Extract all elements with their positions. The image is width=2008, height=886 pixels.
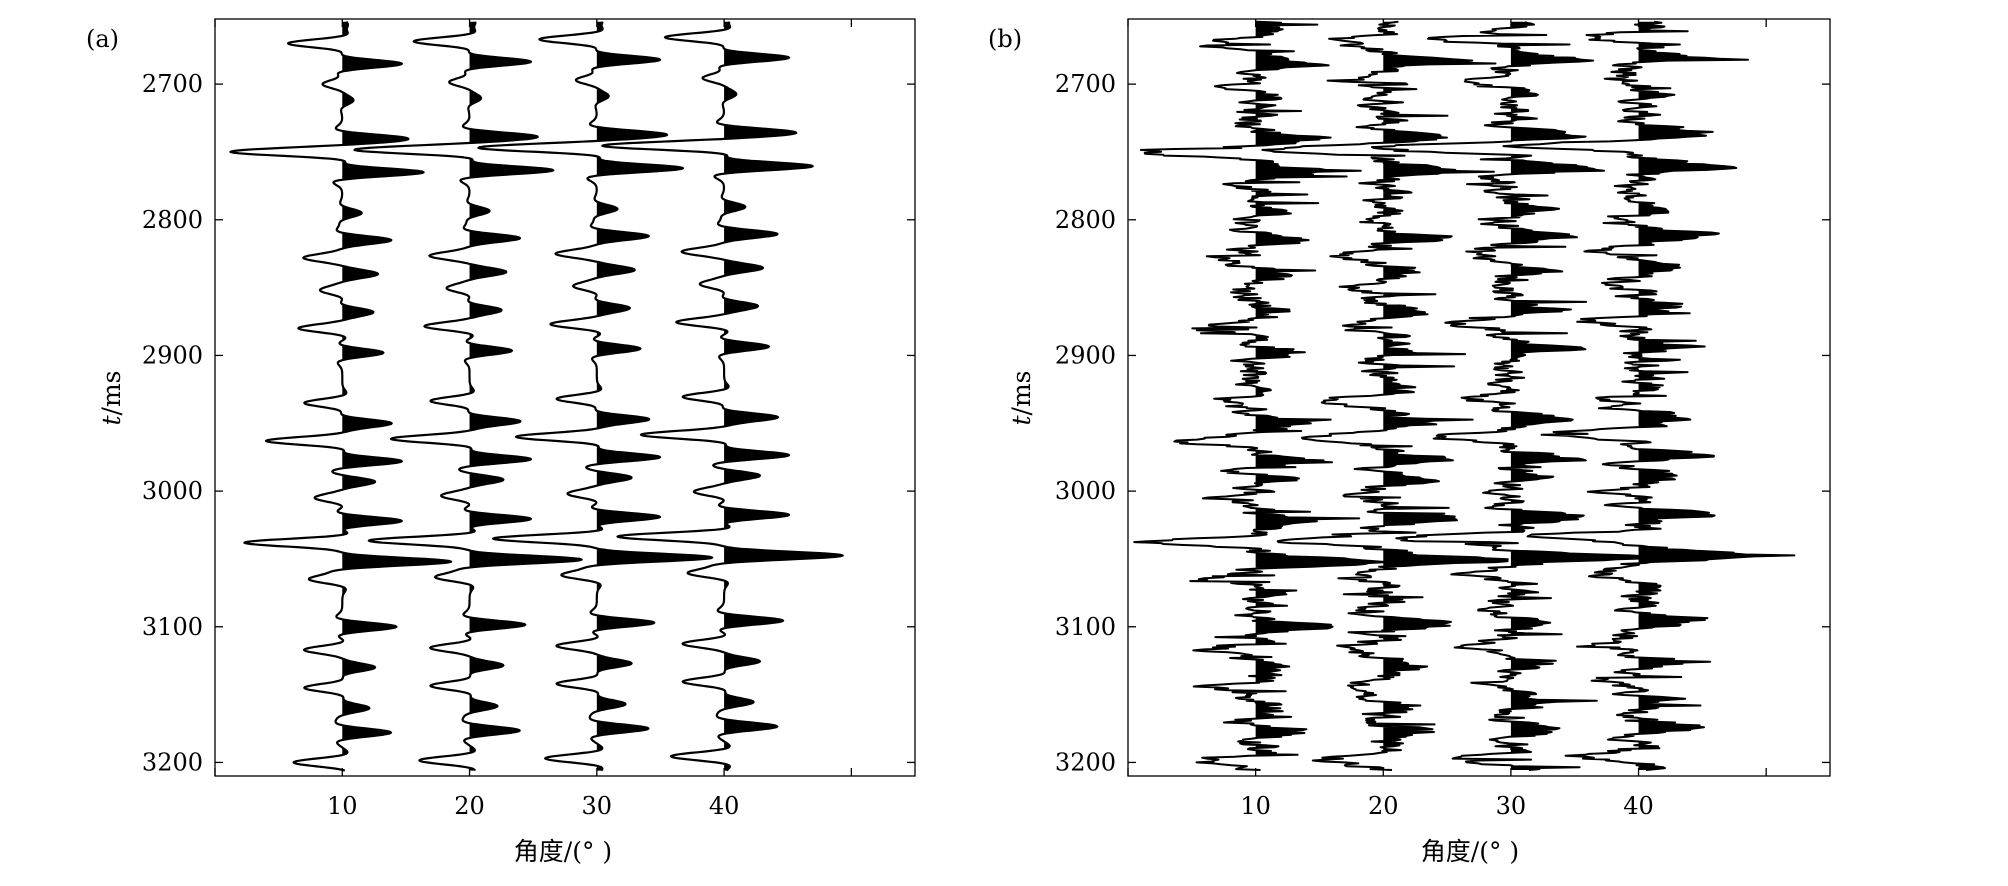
panel-a-label: (a) <box>86 25 119 53</box>
panel-a-ticks: 10 20 30 40 2700 2800 2900 3000 3100 3200 <box>142 19 915 820</box>
panel-a-ylabel-unit: /ms <box>97 370 126 415</box>
trace-line <box>353 21 583 772</box>
panel-a-ylabel-symbol: t <box>97 415 126 426</box>
y-tick-label: 2700 <box>1055 70 1116 98</box>
panel-a: (a) 10 20 30 40 2700 2800 2900 3000 3100 3200 角度/… <box>86 18 916 866</box>
trace-fill <box>1510 21 1652 771</box>
panel-a-traces <box>229 20 844 772</box>
x-tick-label: 10 <box>327 792 358 820</box>
x-tick-label: 40 <box>1623 792 1654 820</box>
y-tick-label: 3000 <box>142 477 203 505</box>
x-tick-label: 30 <box>1496 792 1527 820</box>
x-tick-label: 20 <box>454 792 485 820</box>
panel-b-ylabel: t/ms <box>1007 370 1036 425</box>
y-tick-label: 2700 <box>142 70 203 98</box>
trace-line <box>1261 20 1509 771</box>
trace-fill <box>342 21 452 771</box>
x-tick-label: 40 <box>709 792 740 820</box>
panel-b: (b) 10 20 30 40 2700 2800 2900 3000 3100 3200 角度/… <box>988 18 1831 866</box>
trace-fill <box>469 21 582 771</box>
trace-line <box>1370 21 1653 771</box>
x-tick-label: 10 <box>1240 792 1271 820</box>
trace-line <box>601 21 844 772</box>
panel-b-ticks: 10 20 30 40 2700 2800 2900 3000 3100 3200 <box>1055 19 1830 820</box>
y-tick-label: 3200 <box>1055 748 1116 776</box>
y-tick-label: 2800 <box>1055 206 1116 234</box>
panel-b-traces <box>1133 20 1796 771</box>
y-tick-label: 3100 <box>142 613 203 641</box>
panel-a-xlabel: 角度/(° ) <box>514 837 612 866</box>
trace-line <box>1502 20 1796 771</box>
panel-a-frame <box>214 18 916 777</box>
trace-line <box>229 20 453 772</box>
y-tick-label: 2900 <box>1055 341 1116 369</box>
y-tick-label: 3200 <box>142 748 203 776</box>
y-tick-label: 2900 <box>142 341 203 369</box>
trace-line <box>477 21 714 772</box>
panel-a-ylabel: t/ms <box>97 370 126 425</box>
panel-b-label: (b) <box>988 25 1022 53</box>
panel-b-frame <box>1127 18 1831 777</box>
y-tick-label: 2800 <box>142 206 203 234</box>
x-tick-label: 20 <box>1368 792 1399 820</box>
panel-b-xlabel: 角度/(° ) <box>1421 837 1519 866</box>
y-tick-label: 3000 <box>1055 477 1116 505</box>
trace-line <box>1133 20 1388 771</box>
x-tick-label: 30 <box>582 792 613 820</box>
panel-b-ylabel-symbol: t <box>1007 415 1036 426</box>
trace-fill <box>724 21 843 771</box>
panel-b-ylabel-unit: /ms <box>1007 370 1036 415</box>
y-tick-label: 3100 <box>1055 613 1116 641</box>
